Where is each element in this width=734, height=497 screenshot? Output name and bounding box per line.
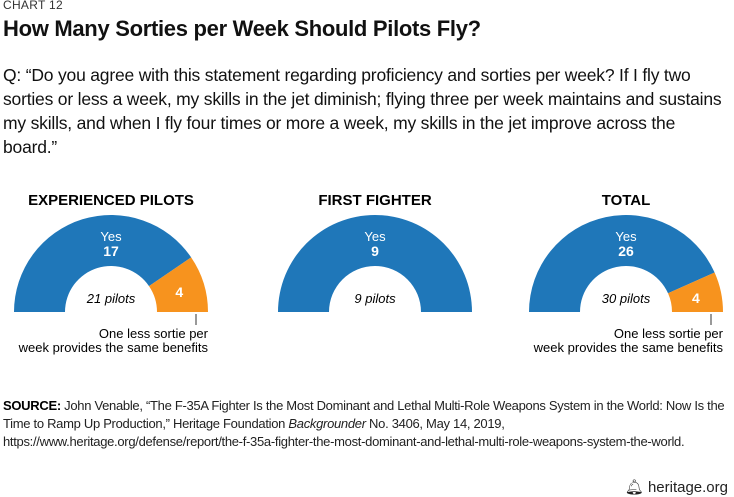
slice-value: 17	[103, 243, 119, 259]
center-label: 21 pilots	[86, 291, 136, 306]
slice-value: 4	[175, 284, 183, 300]
annotation-text: week provides the same benefits	[533, 340, 724, 355]
brand: 🔔︎ heritage.org	[625, 478, 728, 496]
slice-one-less-sortie	[149, 257, 208, 312]
slice-yes	[14, 215, 192, 312]
annotation-text: One less sortie per	[99, 326, 209, 341]
chart-label: CHART 12	[3, 0, 63, 12]
center-label: 9 pilots	[354, 291, 396, 306]
slice-label: Yes	[615, 229, 637, 244]
slice-value: 26	[618, 243, 634, 259]
slice-value: 9	[371, 243, 379, 259]
source-note: SOURCE: John Venable, “The F-35A Fighter…	[3, 397, 731, 451]
source-text: John Venable, “The F-35A Fighter Is the …	[3, 398, 725, 431]
source-publication: Backgrounder	[288, 416, 366, 431]
source-prefix: SOURCE:	[3, 398, 61, 413]
slice-label: Yes	[100, 229, 122, 244]
source-text-2: No. 3406, May 14, 2019, https://www.heri…	[3, 416, 685, 449]
annotation-text: One less sortie per	[614, 326, 724, 341]
chart-title: EXPERIENCED PILOTS	[28, 192, 194, 209]
chart-title: FIRST FIGHTER	[318, 192, 431, 209]
slice-one-less-sortie	[668, 272, 723, 312]
slice-yes	[529, 215, 715, 312]
annotation-text: week provides the same benefits	[18, 340, 209, 355]
slice-yes	[278, 215, 472, 312]
slice-label: Yes	[364, 229, 386, 244]
slice-value: 4	[692, 290, 700, 306]
center-label: 30 pilots	[602, 291, 651, 306]
survey-question: Q: “Do you agree with this statement reg…	[3, 65, 722, 157]
chart-title: How Many Sorties per Week Should Pilots …	[3, 16, 481, 41]
brand-text: heritage.org	[647, 479, 728, 496]
chart-title: TOTAL	[602, 192, 651, 209]
bell-icon: 🔔︎	[624, 479, 648, 496]
